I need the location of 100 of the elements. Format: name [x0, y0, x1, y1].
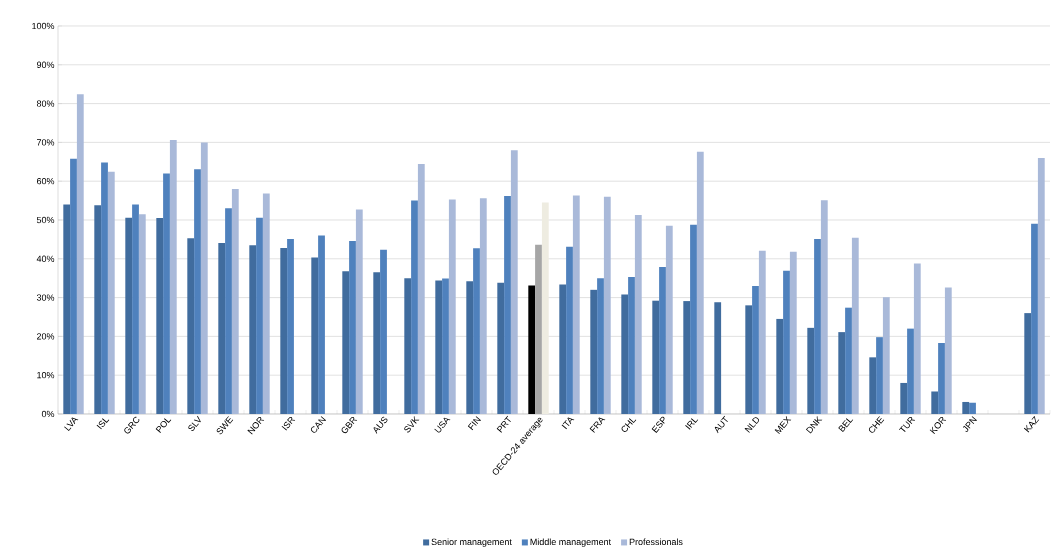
bar	[200, 142, 208, 414]
bar	[256, 217, 263, 414]
bar	[101, 162, 108, 414]
bar	[138, 214, 146, 414]
bar	[900, 382, 908, 414]
bar	[758, 250, 766, 414]
bar	[913, 263, 921, 414]
bar	[590, 289, 598, 414]
bar	[373, 272, 381, 414]
x-tick-label: ISL	[96, 418, 110, 430]
bar	[690, 224, 697, 414]
bar	[851, 237, 859, 414]
bar	[783, 270, 790, 414]
bar	[107, 171, 115, 414]
x-tick-label: ITA	[561, 417, 575, 430]
bar	[665, 225, 673, 414]
x-tick-label: BEL	[838, 418, 854, 433]
bar	[745, 305, 753, 414]
bar	[621, 294, 629, 414]
bar	[838, 332, 846, 414]
bar	[63, 204, 71, 414]
x-tick-label: TUR	[898, 416, 916, 432]
bar	[76, 94, 84, 414]
y-tick-label: 30%	[36, 294, 55, 301]
bar	[752, 285, 759, 414]
bar	[187, 238, 195, 414]
y-tick-label: 80%	[36, 100, 55, 107]
x-tick-label: POL	[155, 418, 172, 433]
bar	[411, 200, 418, 414]
bar	[125, 217, 133, 414]
bar	[962, 401, 970, 414]
bar	[1024, 313, 1032, 414]
bar	[882, 297, 890, 414]
bar	[869, 357, 877, 414]
bar	[225, 208, 232, 414]
x-tick-label: SLV	[188, 415, 201, 432]
legend-label: Senior management	[431, 538, 512, 547]
y-tick-label: 10%	[37, 372, 55, 379]
x-tick-label: ISR	[281, 416, 296, 431]
bar	[156, 218, 164, 414]
bar	[442, 278, 449, 414]
bar	[789, 251, 797, 414]
bar	[566, 246, 573, 414]
y-tick-label: 90%	[36, 61, 55, 68]
bar	[634, 214, 642, 414]
x-tick-label: FIN	[467, 416, 481, 431]
bar	[417, 164, 425, 414]
bar	[814, 239, 821, 414]
bar	[907, 328, 914, 414]
y-tick-label: 40%	[36, 255, 55, 262]
bar	[776, 318, 784, 414]
bar	[931, 391, 939, 414]
bar	[559, 284, 567, 414]
x-tick-label: CHL	[621, 418, 637, 432]
bar	[652, 300, 660, 414]
bar	[311, 257, 319, 414]
bar	[380, 249, 387, 414]
bar	[342, 271, 350, 414]
bar	[572, 195, 580, 414]
bar	[435, 280, 443, 414]
bar	[969, 402, 976, 414]
bar	[132, 204, 139, 414]
bar	[628, 277, 635, 414]
bar	[944, 287, 952, 414]
bar	[504, 195, 511, 414]
y-tick-label: 60%	[37, 178, 55, 185]
bar	[807, 327, 815, 414]
bar	[249, 245, 257, 414]
legend-label: Middle management	[530, 538, 611, 547]
bar	[466, 281, 474, 414]
bar	[497, 282, 505, 414]
bar	[231, 188, 239, 414]
bar	[938, 342, 945, 414]
bar	[820, 200, 828, 414]
bar	[510, 150, 518, 414]
y-tick-label: 50%	[36, 216, 55, 224]
bar	[349, 240, 356, 414]
bar	[473, 248, 480, 414]
bar	[94, 205, 102, 414]
bar	[355, 209, 363, 414]
bar	[603, 196, 611, 414]
bar	[1037, 157, 1045, 414]
bar	[541, 202, 549, 414]
y-tick-label: 0%	[41, 410, 55, 418]
bar	[714, 302, 722, 414]
y-tick-label: 20%	[37, 333, 55, 340]
bar	[163, 173, 170, 414]
bar	[218, 242, 226, 414]
x-tick-label: IRL	[685, 418, 699, 430]
bar	[280, 247, 288, 414]
bar	[287, 239, 294, 414]
bar	[70, 158, 77, 414]
bar	[528, 285, 536, 414]
bar	[683, 301, 691, 414]
bar	[404, 278, 412, 414]
x-tick-label: USA	[434, 417, 451, 433]
bar	[169, 140, 177, 414]
bar	[194, 169, 201, 414]
bar	[845, 307, 852, 414]
bar	[318, 235, 325, 414]
